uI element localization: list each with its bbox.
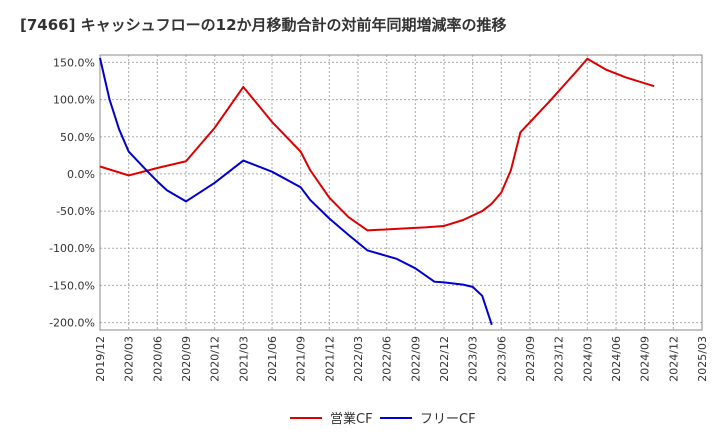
y-tick-label: -100.0%	[49, 242, 95, 255]
series-line-operating-cf	[99, 57, 655, 232]
legend: 営業CF フリーCF	[290, 411, 476, 427]
x-tick-label: 2021/09	[295, 336, 308, 382]
legend-label: フリーCF	[420, 412, 476, 427]
x-tick-label: 2020/06	[151, 336, 164, 382]
x-tick-label: 2022/03	[352, 336, 365, 382]
x-tick-label: 2023/06	[495, 336, 508, 382]
y-tick-label: -200.0%	[49, 317, 95, 330]
y-tick-label: -150.0%	[49, 279, 95, 292]
series-layer	[99, 57, 655, 326]
x-tick-label: 2021/06	[266, 336, 279, 382]
x-tick-label: 2020/12	[209, 336, 222, 382]
x-tick-label: 2021/03	[237, 336, 250, 382]
x-tick-label: 2022/12	[438, 336, 451, 382]
x-tick-label: 2024/09	[639, 336, 652, 382]
x-tick-label: 2023/03	[467, 336, 480, 382]
x-tick-label: 2022/06	[381, 336, 394, 382]
grid-layer	[99, 55, 703, 330]
x-tick-label: 2022/09	[409, 336, 422, 382]
x-tick-label: 2024/12	[667, 336, 680, 382]
chart-title: [7466] キャッシュフローの12か月移動合計の対前年同期増減率の推移	[20, 16, 507, 34]
y-tick-label: 150.0%	[53, 56, 95, 69]
series-line-free-cf	[99, 57, 493, 326]
x-tick-label: 2021/12	[323, 336, 336, 382]
y-tick-label: 100.0%	[53, 94, 95, 107]
x-tick-label: 2023/09	[524, 336, 537, 382]
x-tick-label: 2023/12	[553, 336, 566, 382]
plot-frame	[99, 54, 703, 331]
x-tick-label: 2019/12	[94, 336, 107, 382]
x-tick-label: 2020/09	[180, 336, 193, 382]
x-tick-label: 2024/03	[581, 336, 594, 382]
axis-layer: 150.0% 100.0% 50.0% 0.0% -50.0% -100.0% -150.0…	[49, 54, 709, 382]
y-tick-label: 0.0%	[67, 168, 95, 181]
x-tick-label: 2020/03	[123, 336, 136, 382]
x-tick-label: 2024/06	[610, 336, 623, 382]
legend-label: 営業CF	[330, 411, 373, 427]
y-tick-label: 50.0%	[60, 131, 95, 144]
x-tick-label: 2025/03	[696, 336, 709, 382]
y-tick-label: -50.0%	[56, 205, 95, 218]
